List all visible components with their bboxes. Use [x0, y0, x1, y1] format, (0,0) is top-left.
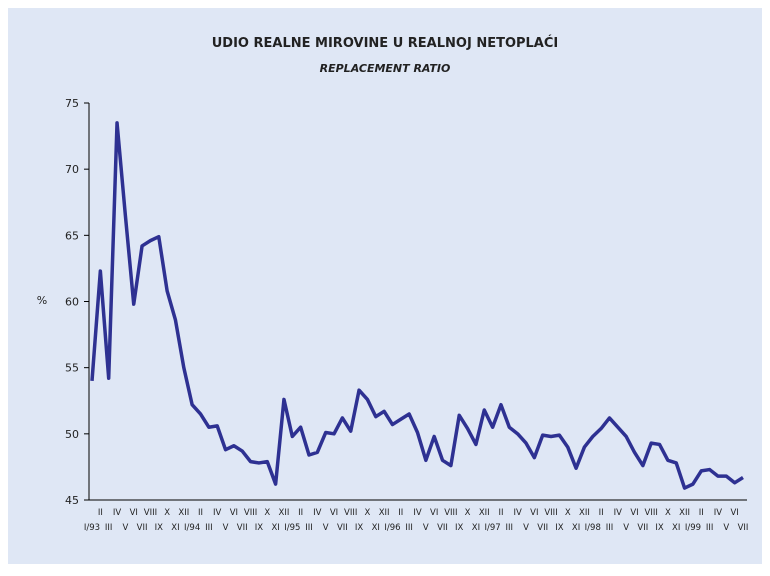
x-tick-label: VI [430, 508, 438, 518]
x-tick-label: III [405, 523, 413, 533]
y-tick-label: 70 [65, 163, 79, 176]
x-tick-label: IX [455, 523, 464, 533]
x-tick-label: II [298, 508, 303, 518]
x-tick-label: IV [513, 508, 522, 518]
x-tick-label: V [122, 523, 128, 533]
y-tick-label: 45 [65, 494, 79, 507]
x-tick-label: XI [472, 523, 480, 533]
x-tick-label: VIII [645, 508, 658, 518]
x-tick-label: IV [113, 508, 122, 518]
x-tick-label: IV [413, 508, 422, 518]
y-axis-label: % [37, 294, 47, 307]
x-tick-label: III [105, 523, 113, 533]
x-tick-label: VIII [544, 508, 557, 518]
x-tick-label: X [264, 508, 270, 518]
x-tick-label: XII [579, 508, 590, 518]
x-tick-label: X [164, 508, 170, 518]
x-tick-label: IV [714, 508, 723, 518]
x-tick-label: XII [279, 508, 290, 518]
x-tick-label: I/96 [384, 523, 400, 533]
x-tick-label: V [423, 523, 429, 533]
x-tick-label: I/94 [184, 523, 200, 533]
x-tick-label: III [706, 523, 714, 533]
y-tick-label: 55 [65, 362, 79, 375]
x-tick-label: I/97 [485, 523, 501, 533]
x-tick-label: XI [271, 523, 279, 533]
x-tick-label: VIII [244, 508, 257, 518]
x-tick-label: XII [479, 508, 490, 518]
x-tick-label: XII [679, 508, 690, 518]
x-tick-label: V [223, 523, 229, 533]
x-tick-label: IX [355, 523, 364, 533]
x-tick-label: VI [230, 508, 238, 518]
y-tick-label: 50 [65, 428, 79, 441]
chart-title: UDIO REALNE MIROVINE U REALNOJ NETOPLAĆI [212, 35, 559, 51]
x-tick-label: X [665, 508, 671, 518]
x-tick-label: VI [630, 508, 638, 518]
x-tick-label: X [465, 508, 471, 518]
x-tick-label: XI [171, 523, 179, 533]
x-tick-label: VII [137, 523, 148, 533]
x-tick-label: IV [213, 508, 222, 518]
x-tick-label: IX [155, 523, 164, 533]
x-tick-label: IX [255, 523, 264, 533]
x-tick-label: XII [178, 508, 189, 518]
x-tick-label: V [523, 523, 529, 533]
x-tick-label: VI [130, 508, 138, 518]
x-tick-label: X [565, 508, 571, 518]
x-tick-label: IV [614, 508, 623, 518]
x-tick-label: IX [555, 523, 564, 533]
x-tick-label: II [98, 508, 103, 518]
x-tick-label: VI [530, 508, 538, 518]
x-tick-label: III [205, 523, 213, 533]
x-tick-label: VII [637, 523, 648, 533]
x-tick-label: X [365, 508, 371, 518]
x-tick-label: VII [738, 523, 749, 533]
x-tick-label: IX [655, 523, 664, 533]
x-tick-label: VI [330, 508, 338, 518]
chart-subtitle: REPLACEMENT RATIO [320, 62, 451, 75]
x-tick-label: VIII [444, 508, 457, 518]
x-tick-label: XI [372, 523, 380, 533]
x-tick-label: V [723, 523, 729, 533]
x-tick-label: III [305, 523, 313, 533]
x-tick-label: V [623, 523, 629, 533]
x-tick-label: VI [730, 508, 738, 518]
x-tick-label: II [398, 508, 403, 518]
x-tick-label: II [599, 508, 604, 518]
x-tick-label: I/98 [585, 523, 601, 533]
panel [8, 8, 762, 564]
x-tick-label: III [606, 523, 614, 533]
x-tick-label: VII [237, 523, 248, 533]
y-tick-label: 65 [65, 229, 79, 242]
x-tick-label: VIII [144, 508, 157, 518]
x-tick-label: II [198, 508, 203, 518]
data-line [90, 121, 744, 490]
x-tick-label: XI [672, 523, 680, 533]
x-tick-label: VIII [344, 508, 357, 518]
x-tick-label: VII [437, 523, 448, 533]
y-tick-label: 75 [65, 97, 79, 110]
x-tick-label: I/95 [284, 523, 300, 533]
y-tick-label: 60 [65, 296, 79, 309]
x-tick-label: XII [379, 508, 390, 518]
x-tick-label: II [699, 508, 704, 518]
x-tick-label: I/93 [84, 523, 100, 533]
x-tick-label: XI [572, 523, 580, 533]
x-tick-label: I/99 [685, 523, 701, 533]
x-tick-label: V [323, 523, 329, 533]
x-tick-label: III [506, 523, 514, 533]
x-tick-label: VII [337, 523, 348, 533]
x-tick-label: IV [313, 508, 322, 518]
x-tick-label: VII [537, 523, 548, 533]
x-tick-label: II [498, 508, 503, 518]
